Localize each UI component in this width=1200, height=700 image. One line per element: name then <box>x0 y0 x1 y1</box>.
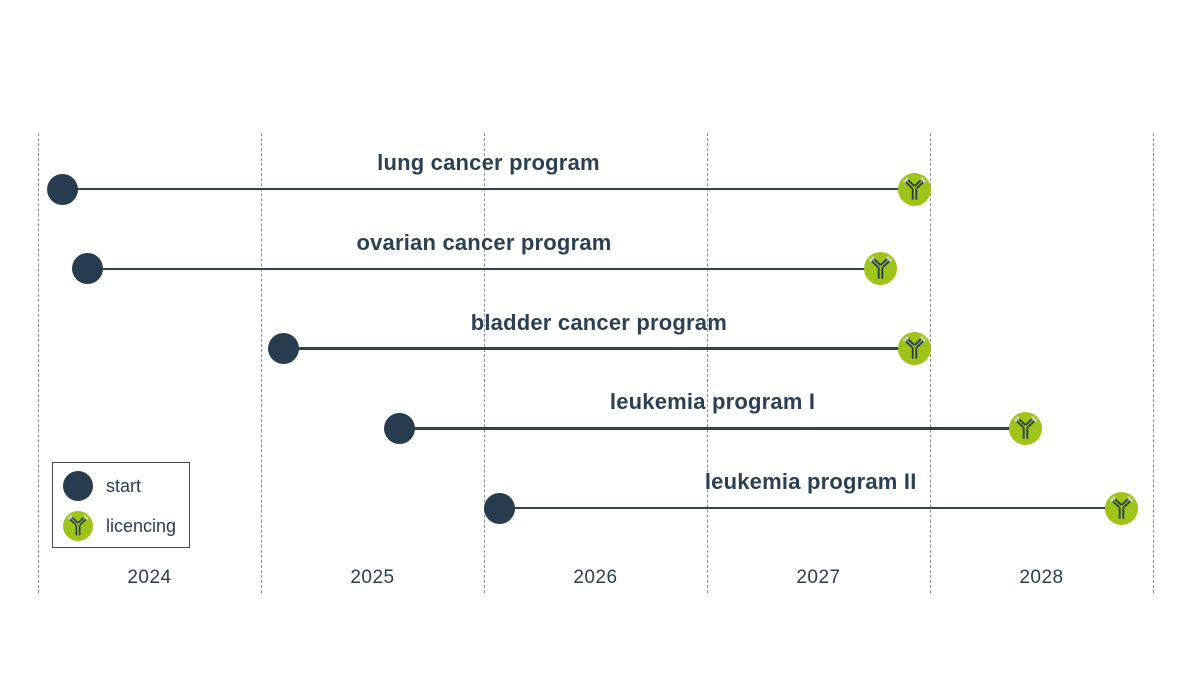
timeline-line <box>283 347 915 350</box>
gridline-2024 <box>38 133 39 593</box>
year-label-2028: 2028 <box>1019 567 1064 588</box>
gridline-2025 <box>261 133 262 593</box>
year-label-2026: 2026 <box>573 567 618 588</box>
legend: start licencing <box>52 462 190 548</box>
legend-label-licencing: licencing <box>106 515 177 536</box>
start-dot <box>484 492 516 524</box>
gridline-2026 <box>484 133 485 593</box>
gridline-2028 <box>930 133 931 593</box>
year-label-2024: 2024 <box>127 567 172 588</box>
start-dot <box>71 253 103 285</box>
licencing-antibody-icon <box>897 332 931 366</box>
year-label-2027: 2027 <box>796 567 841 588</box>
legend-item-start: start <box>63 471 141 501</box>
gridline-2027 <box>707 133 708 593</box>
year-label-2025: 2025 <box>350 567 395 588</box>
timeline-line <box>399 427 1026 430</box>
timeline-line <box>87 267 881 271</box>
timeline-line <box>62 187 915 191</box>
program-label: bladder cancer program <box>470 309 727 335</box>
timeline-line <box>499 506 1122 510</box>
start-dot <box>267 333 299 365</box>
licencing-antibody-icon <box>1105 491 1139 525</box>
licencing-antibody-icon <box>864 252 898 286</box>
legend-label-start: start <box>106 475 142 496</box>
start-dot <box>47 173 79 205</box>
legend-item-licencing: licencing <box>63 511 176 541</box>
start-dot <box>383 412 415 444</box>
licencing-antibody-icon <box>1009 411 1043 445</box>
antibody-icon <box>63 511 93 541</box>
program-label: leukemia program II <box>704 469 917 495</box>
program-label: lung cancer program <box>377 150 600 175</box>
gridline-2029 <box>1153 133 1154 593</box>
start-marker-icon <box>63 471 93 501</box>
licencing-antibody-icon <box>897 172 931 206</box>
program-label: leukemia program I <box>609 389 816 415</box>
program-label: ovarian cancer program <box>356 229 612 255</box>
